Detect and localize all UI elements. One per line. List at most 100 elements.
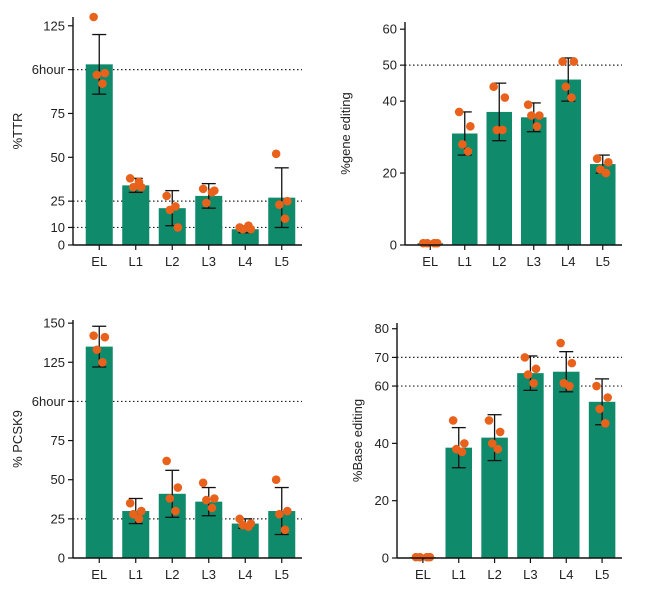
y-axis-title: % PCSK9 (10, 410, 25, 468)
x-tick-label: L4 (559, 567, 573, 582)
data-point (98, 79, 107, 88)
data-point (531, 364, 541, 374)
data-point (454, 107, 464, 117)
y-axis-title: %gene editing (338, 92, 353, 174)
chart-panel-4: 0 20 40 60 70 80 EL L1 L2 L3 L4 L5 %Base editing (350, 321, 622, 582)
data-point (487, 439, 497, 448)
data-point (561, 82, 571, 92)
y-axis-title: %Base editing (350, 399, 365, 482)
y-tick-label: 150 (43, 316, 65, 331)
x-tick-label: EL (91, 254, 107, 269)
data-point (271, 149, 281, 159)
data-point (527, 111, 536, 120)
data-point (202, 495, 211, 505)
data-point (244, 522, 253, 531)
chart-panel-1: 0 10 25 50 75 125 6hour EL L1 L2 L3 L4 L5 %TTR (10, 12, 302, 269)
data-point (280, 214, 290, 223)
data-point (523, 100, 533, 110)
x-tick-label: EL (415, 567, 431, 582)
y-tick-label: 40 (375, 436, 389, 451)
data-point (603, 393, 612, 402)
data-point (92, 345, 102, 355)
data-point (134, 514, 144, 524)
data-point (498, 125, 507, 135)
data-point (100, 68, 110, 78)
bar-L5 (589, 164, 616, 245)
bar-L4 (555, 79, 582, 245)
x-tick-label: L3 (523, 567, 537, 582)
data-point (520, 353, 530, 362)
data-point (569, 57, 579, 66)
data-point (162, 456, 171, 466)
data-point (466, 122, 475, 131)
y-tick-label: 60 (375, 379, 389, 394)
bar-EL (85, 346, 113, 558)
data-point (529, 378, 538, 388)
data-point (415, 552, 425, 562)
reference-line-label: 6hour (32, 62, 66, 77)
data-point (275, 200, 284, 209)
data-point (592, 154, 602, 163)
data-point (244, 221, 253, 231)
data-point (98, 357, 107, 367)
data-point (600, 419, 610, 428)
x-tick-label: EL (91, 567, 107, 582)
y-tick-label: 80 (375, 321, 389, 336)
data-point (125, 498, 135, 508)
x-tick-label: L2 (487, 567, 501, 582)
bar-L3 (517, 373, 544, 558)
data-point (567, 93, 576, 102)
y-tick-label: 10 (51, 220, 65, 235)
y-tick-label: 50 (51, 150, 65, 165)
x-tick-label: L2 (165, 567, 179, 582)
data-point (280, 525, 290, 535)
bar-L5 (588, 401, 616, 558)
y-tick-label: 50 (51, 472, 65, 487)
x-tick-label: L2 (492, 254, 506, 269)
data-point (92, 70, 102, 80)
x-tick-label: L5 (275, 567, 289, 582)
y-tick-label: 125 (43, 355, 65, 370)
data-point (89, 331, 98, 340)
x-tick-label: L3 (202, 254, 216, 269)
x-tick-label: L5 (275, 254, 289, 269)
data-point (165, 494, 175, 503)
data-point (484, 416, 494, 425)
y-tick-label: 20 (383, 166, 397, 181)
data-point (198, 478, 208, 488)
data-point (125, 174, 135, 183)
x-tick-label: L1 (452, 567, 466, 582)
reference-line-label: 6hour (32, 394, 66, 409)
bar-L4 (552, 371, 580, 558)
data-point (422, 552, 432, 562)
data-point (162, 191, 171, 201)
data-point (493, 444, 503, 454)
data-point (592, 381, 601, 391)
data-point (558, 57, 567, 66)
data-point (457, 447, 467, 457)
x-tick-label: L5 (595, 567, 609, 582)
x-tick-label: L3 (527, 254, 541, 269)
data-point (210, 494, 219, 503)
data-point (283, 506, 292, 516)
data-point (489, 82, 498, 92)
data-point (567, 358, 577, 368)
data-point (495, 427, 505, 437)
data-point (173, 483, 183, 492)
data-point (604, 157, 613, 167)
x-tick-label: L3 (202, 567, 216, 582)
data-point (271, 475, 281, 485)
data-point (595, 404, 604, 414)
y-tick-label: 75 (51, 106, 65, 121)
data-point (535, 111, 544, 120)
y-tick-label: 25 (51, 511, 65, 526)
data-point (275, 509, 284, 519)
y-tick-label: 0 (58, 551, 65, 566)
y-tick-label: 0 (382, 551, 389, 566)
y-tick-label: 40 (383, 94, 397, 109)
x-tick-label: EL (422, 254, 438, 269)
y-tick-label: 70 (375, 350, 389, 365)
data-point (565, 381, 574, 391)
chart-panel-3: 0 25 50 75 125 150 6hour EL L1 L2 L3 L4 L5 % PCSK9 (10, 316, 302, 582)
